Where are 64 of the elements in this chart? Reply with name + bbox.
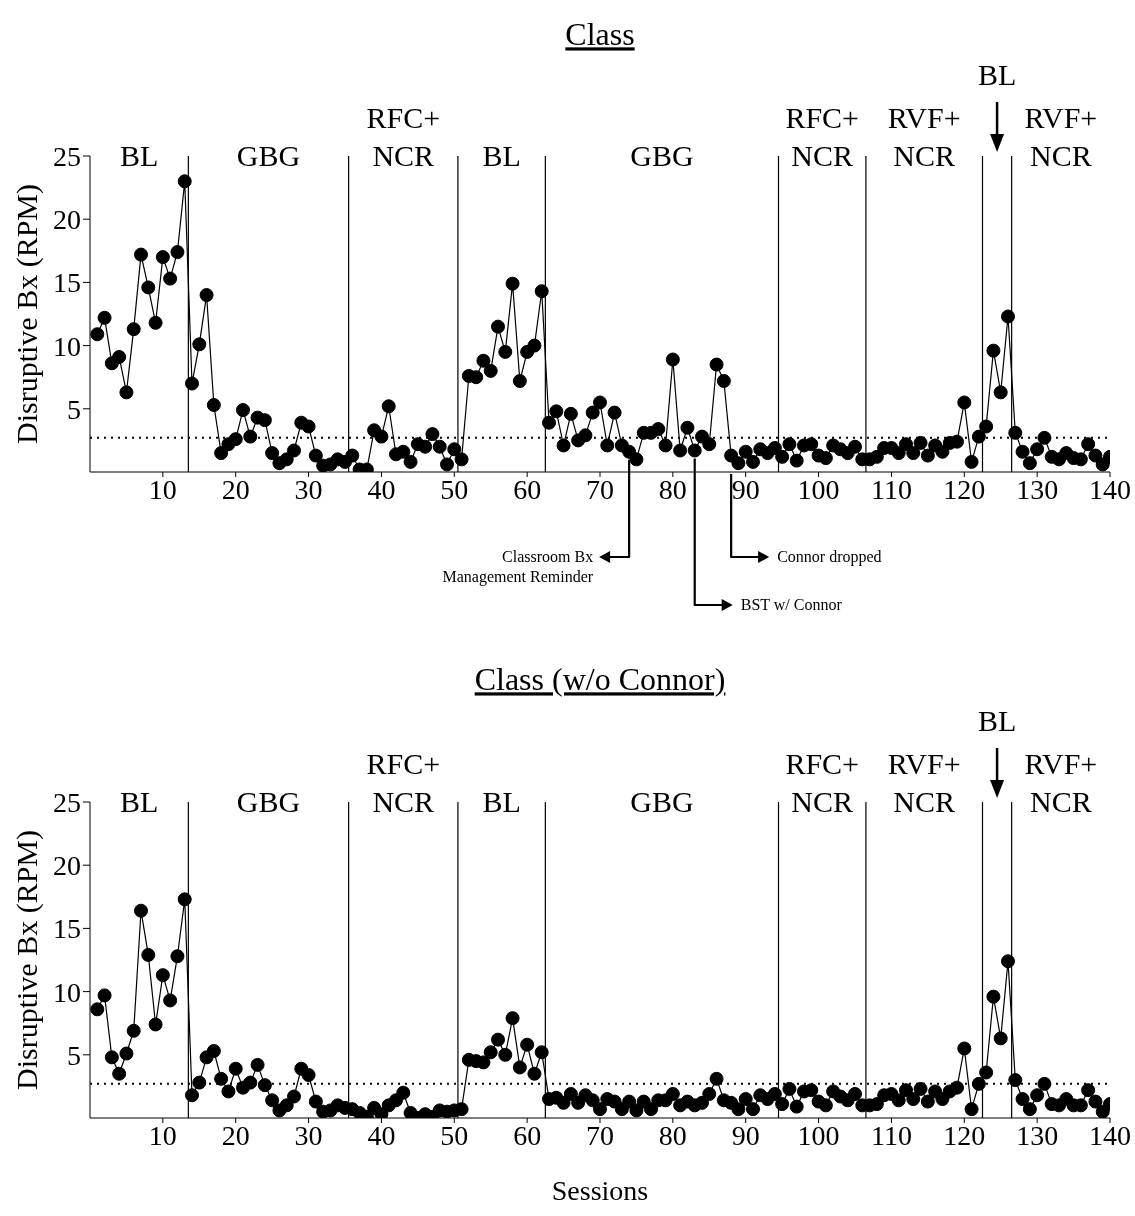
x-tick-label: 70 — [586, 473, 614, 505]
y-tick-label: 5 — [67, 393, 81, 425]
x-tick-label: 80 — [658, 473, 687, 505]
annotation: BL — [482, 785, 521, 818]
y-tick-label: 25 — [53, 140, 81, 172]
x-tick-label: 120 — [943, 473, 986, 505]
y-axis-title: Disruptive Bx (RPM) — [9, 183, 44, 445]
annotation: BST w/ Connor — [740, 596, 843, 613]
x-tick-label: 50 — [440, 1119, 469, 1151]
annotation: GBG — [630, 785, 694, 818]
x-tick-label: 100 — [797, 473, 840, 505]
text: BL — [977, 57, 1017, 91]
x-tick-label: 90 — [731, 1119, 760, 1151]
x-tick-label: 100 — [797, 1119, 840, 1151]
annotation: BL — [120, 139, 159, 172]
x-tick-label: 10 — [148, 473, 177, 505]
x-tick-label: 130 — [1016, 473, 1059, 505]
x-tick-label: 120 — [943, 1119, 986, 1151]
x-tick-label: 130 — [1016, 1119, 1059, 1151]
annotation: BL — [482, 139, 521, 172]
y-tick-label: 20 — [53, 204, 81, 236]
x-tick-label: 50 — [440, 473, 469, 505]
annotation: BL — [120, 785, 159, 818]
y-tick-label: 10 — [53, 330, 81, 362]
annotation: GBG — [236, 139, 301, 172]
annotation: Connor dropped — [777, 548, 882, 566]
annotation: RVF+ NCR — [1024, 747, 1098, 818]
annotation: RVF+ NCR — [1024, 101, 1098, 172]
x-tick-label: 30 — [294, 1119, 323, 1151]
x-tick-label: 20 — [221, 473, 250, 505]
x-tick-label: 110 — [870, 1119, 912, 1151]
y-tick-label: 15 — [53, 913, 81, 945]
x-tick-label: 110 — [870, 473, 912, 505]
chart-title: Class — [565, 16, 635, 53]
y-axis-title: Disruptive Bx (RPM) — [9, 829, 44, 1091]
annotation: RFC+ NCR — [785, 101, 860, 172]
x-tick-label: 60 — [513, 1119, 542, 1151]
x-tick-label: 30 — [294, 473, 323, 505]
x-tick-label: 20 — [221, 1119, 250, 1151]
x-tick-label: 140 — [1089, 1119, 1131, 1151]
annotation: GBG — [630, 139, 694, 172]
x-tick-label: 40 — [367, 473, 396, 505]
x-tick-label: 40 — [367, 1119, 396, 1151]
annotation: RFC+ NCR — [785, 747, 860, 818]
x-tick-label: 60 — [513, 473, 542, 505]
y-tick-label: 25 — [53, 786, 81, 818]
annotation: RFC+ NCR — [366, 101, 441, 172]
x-tick-label: 90 — [731, 473, 760, 505]
y-tick-label: 20 — [53, 850, 81, 882]
annotation: Classroom Bx Management Reminder — [442, 548, 594, 586]
text: BL — [977, 703, 1017, 737]
x-axis-title: Sessions — [551, 1175, 649, 1207]
y-tick-label: 10 — [53, 976, 81, 1008]
annotation: RFC+ NCR — [366, 747, 441, 818]
x-tick-label: 140 — [1089, 473, 1131, 505]
annotation: RVF+ NCR — [887, 101, 961, 172]
chart-title: Class (w/o Connor) — [474, 661, 726, 698]
annotation: GBG — [236, 785, 301, 818]
y-tick-label: 5 — [67, 1039, 81, 1071]
x-tick-label: 70 — [586, 1119, 614, 1151]
x-tick-label: 10 — [148, 1119, 177, 1151]
annotation: RVF+ NCR — [887, 747, 961, 818]
y-tick-label: 15 — [53, 267, 81, 299]
x-tick-label: 80 — [658, 1119, 687, 1151]
